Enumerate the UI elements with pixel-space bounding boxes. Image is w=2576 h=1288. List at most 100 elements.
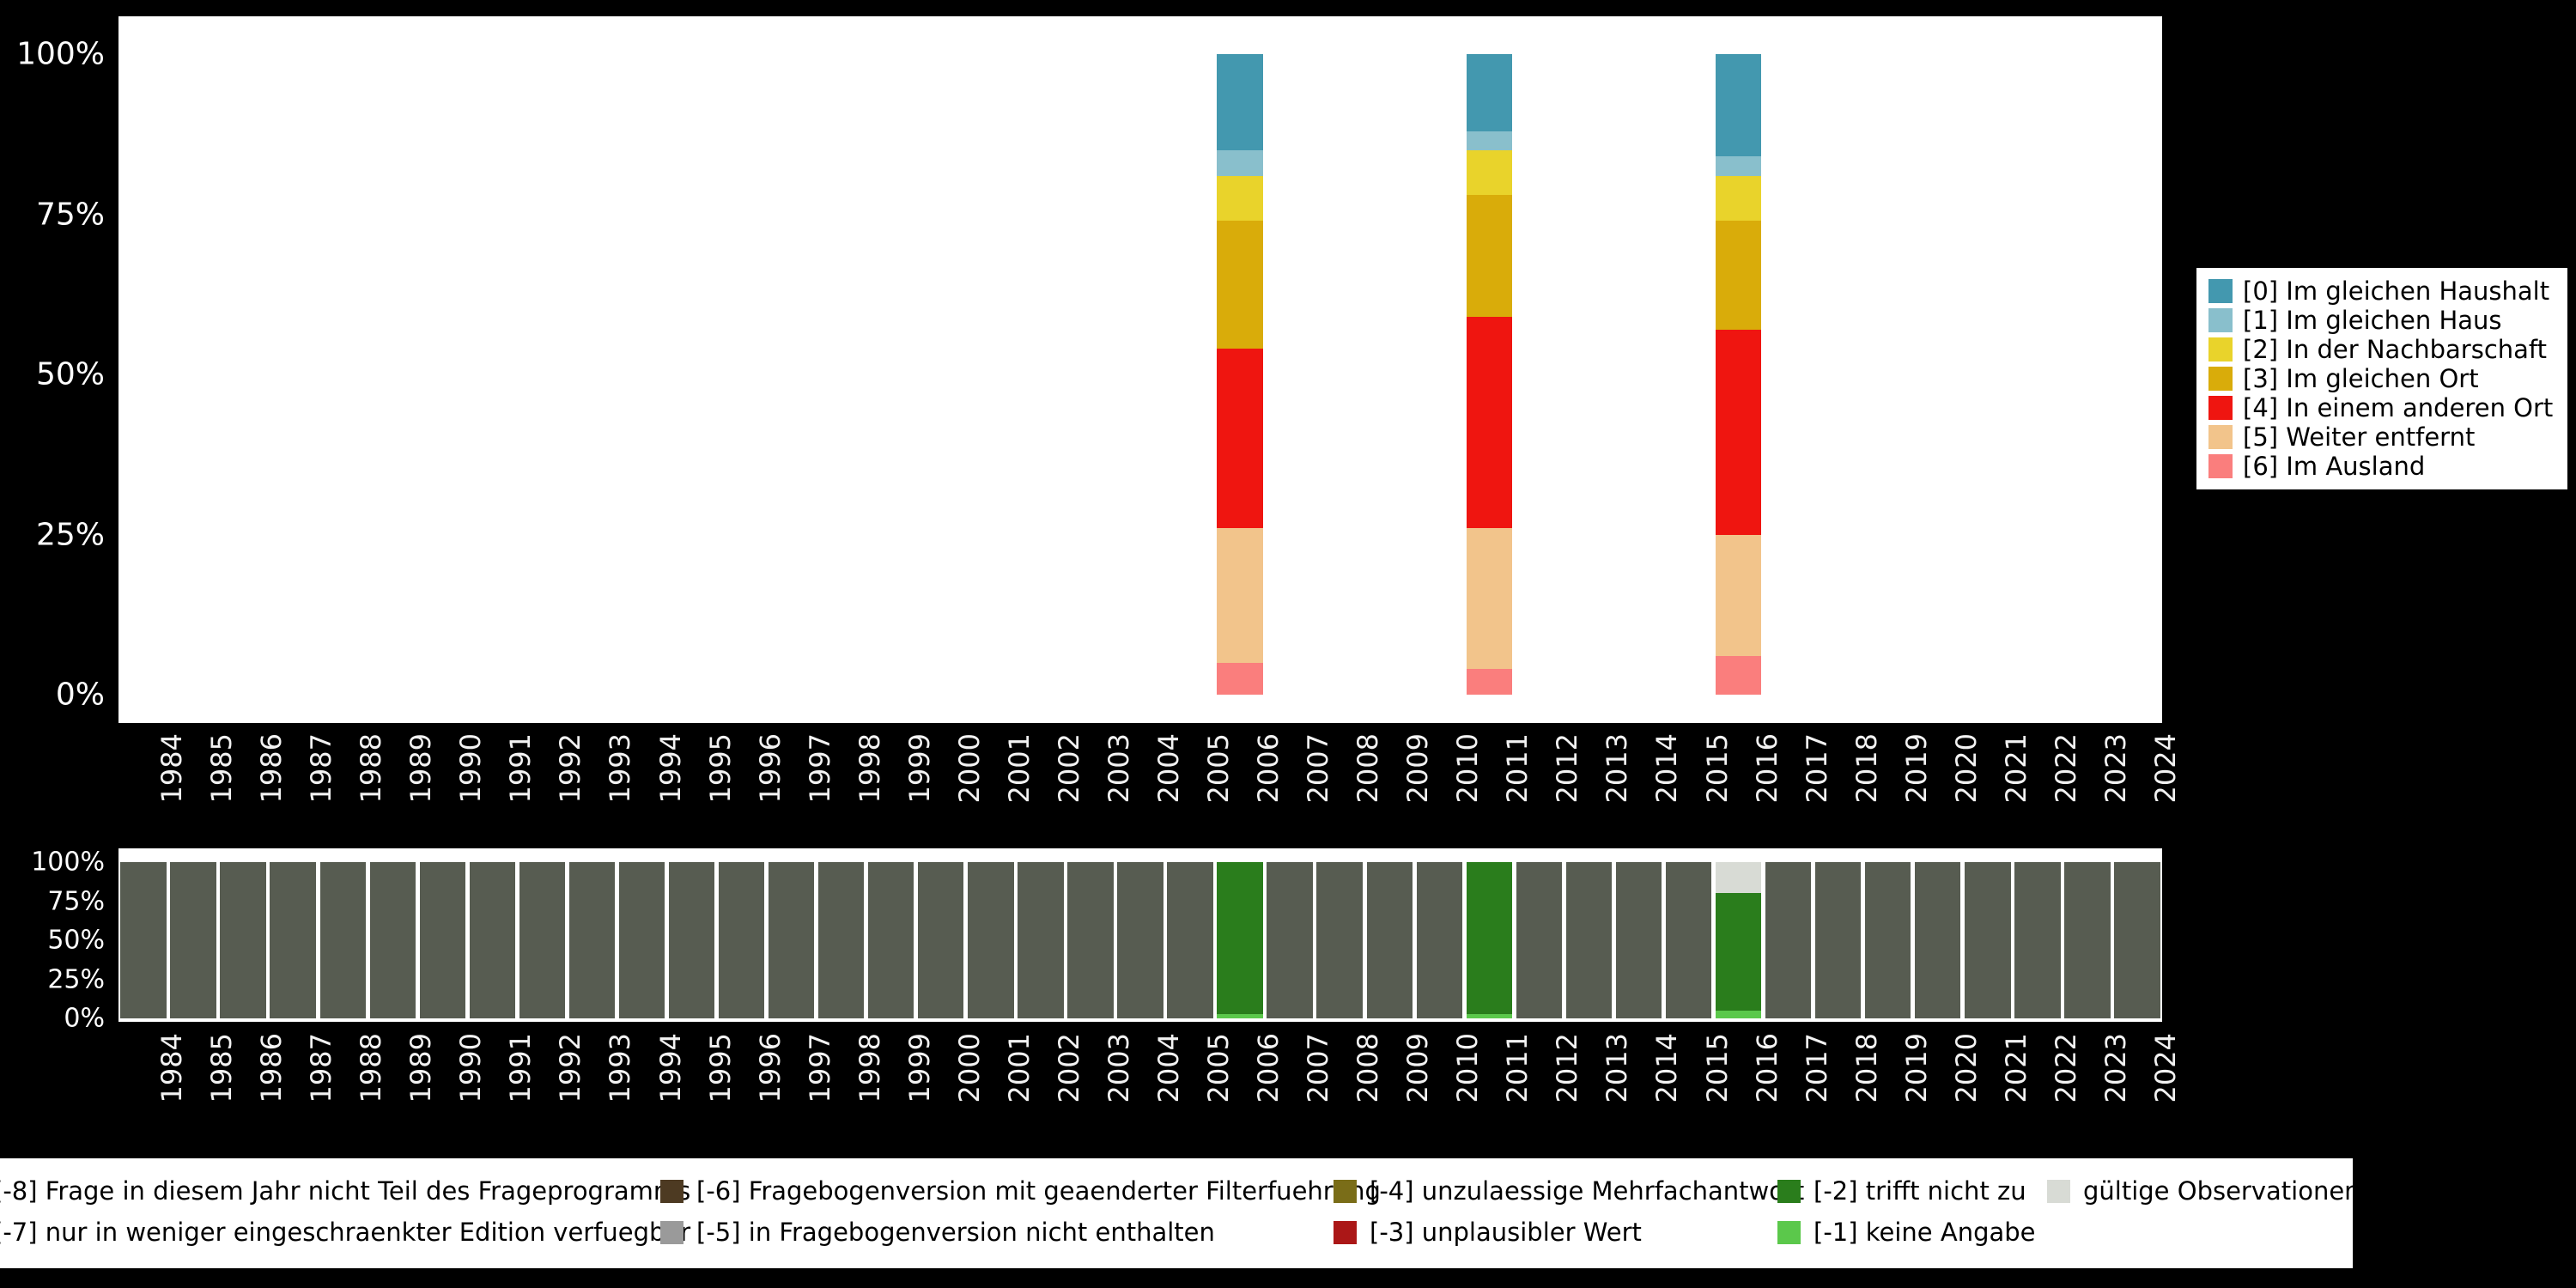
stacked-bar-2019 (1865, 848, 1911, 1022)
legend-swatch-icon (2208, 454, 2233, 478)
legend-label: [2] In der Nachbarschaft (2243, 335, 2548, 364)
legend-swatch-icon (1777, 1220, 1801, 1244)
x-axis-year-label: 1986 (255, 733, 289, 804)
x-axis-year-label: 2003 (1102, 733, 1135, 804)
bar-segment-4 (1466, 316, 1513, 529)
stacked-bar-1986 (220, 848, 266, 1022)
bar-segment--8 (1018, 862, 1064, 1018)
stacked-bar-2021 (1965, 848, 2011, 1022)
legend-label: gültige Observationen (2083, 1176, 2360, 1206)
distribution-chart-legend: [0] Im gleichen Haushalt [1] Im gleichen … (2196, 268, 2567, 489)
x-axis-year-label: 1991 (504, 733, 538, 804)
x-axis-year-label: 2008 (1352, 1033, 1385, 1103)
stacked-bar-2012 (1516, 848, 1563, 1022)
bar-segment--8 (319, 862, 366, 1018)
x-axis-year-label: 2020 (1949, 1033, 1983, 1103)
x-axis-year-label: 1998 (853, 1033, 886, 1103)
bar-segment--8 (220, 862, 266, 1018)
x-axis-year-label: 1995 (703, 1033, 737, 1103)
x-axis-year-label: 1986 (255, 1033, 289, 1103)
y-axis-tick-label: 0% (64, 1003, 105, 1034)
x-axis-year-label: 2024 (2148, 1033, 2182, 1103)
bar-segment--8 (1665, 862, 1712, 1018)
bar-segment--2 (1715, 893, 1762, 1011)
x-axis-year-label: 1987 (305, 733, 338, 804)
stacked-bar-1990 (419, 848, 465, 1022)
x-axis-year-label: 2013 (1601, 1033, 1634, 1103)
bar-segment-6 (1715, 656, 1762, 695)
x-axis-year-label: 2004 (1152, 733, 1185, 804)
x-axis-year-label: 2001 (1002, 1033, 1036, 1103)
legend-label: [-3] unplausibler Wert (1370, 1218, 1642, 1247)
stacked-bar-2022 (2014, 848, 2061, 1022)
legend-swatch-icon (2208, 367, 2233, 391)
x-axis-year-label: 1994 (653, 733, 687, 804)
legend-swatch-icon (1334, 1220, 1357, 1244)
x-axis-year-label: 2002 (1052, 1033, 1085, 1103)
bar-segment--8 (1516, 862, 1563, 1018)
x-axis-year-label: 2009 (1401, 1033, 1435, 1103)
bar-segment--8 (1965, 862, 2011, 1018)
bar-segment-3 (1217, 220, 1263, 349)
x-axis-year-label: 1991 (504, 1033, 538, 1103)
x-axis-year-label: 1996 (753, 733, 787, 804)
bar-segment--1 (1466, 1013, 1513, 1018)
legend-label: [-4] unzulaessige Mehrfachantwort (1370, 1176, 1805, 1206)
x-axis-year-label: 1994 (653, 1033, 687, 1103)
bar-segment-0 (1217, 54, 1263, 150)
bar-segment--8 (369, 862, 416, 1018)
legend-swatch-icon (1777, 1179, 1801, 1203)
x-axis-year-label: 1988 (355, 1033, 388, 1103)
y-axis-tick-label: 75% (47, 886, 105, 916)
bar-segment--2 (1466, 862, 1513, 1014)
x-axis-year-label: 2000 (952, 733, 986, 804)
stacked-bar-2015 (1665, 848, 1712, 1022)
stacked-bar-2017 (1765, 848, 1812, 1022)
x-axis-year-label: 2011 (1501, 1033, 1534, 1103)
bar-segment--8 (2014, 862, 2061, 1018)
legend-label: [-2] trifft nicht zu (1814, 1176, 2026, 1206)
legend-swatch-icon (2208, 308, 2233, 332)
bar-segment--8 (2064, 862, 2111, 1018)
x-axis-year-label: 1990 (454, 733, 488, 804)
x-axis-year-label: 1992 (554, 733, 587, 804)
x-axis-year-label: 2023 (2099, 1033, 2132, 1103)
bar-segment--8 (1366, 862, 1413, 1018)
bar-segment-5 (1217, 528, 1263, 663)
bar-segment--2 (1217, 862, 1263, 1014)
legend-label: [5] Weiter entfernt (2243, 422, 2476, 452)
x-axis-year-label: 2009 (1401, 733, 1435, 804)
y-axis-tick-label: 100% (16, 36, 105, 72)
stacked-bar-2008 (1316, 848, 1363, 1022)
legend-item: [-1] keine Angabe (1777, 1212, 2036, 1253)
bar-segment--8 (1117, 862, 1163, 1018)
x-axis-year-label: 2012 (1551, 733, 1584, 804)
legend-swatch-icon (660, 1179, 683, 1203)
missing-values-legend: [-8] Frage in diesem Jahr nicht Teil des… (0, 1158, 2360, 1268)
legend-item: [-2] trifft nicht zu (1777, 1170, 2036, 1212)
legend-swatch-icon (1334, 1179, 1357, 1203)
bar-segment-1 (1715, 156, 1762, 176)
x-axis-year-label: 1993 (604, 733, 637, 804)
stacked-bar-2024 (2114, 848, 2160, 1022)
bar-segment--8 (1565, 862, 1613, 1018)
bar-segment--8 (1067, 862, 1114, 1018)
legend-item: [-3] unplausibler Wert (1334, 1212, 1804, 1253)
stacked-bar-1998 (818, 848, 865, 1022)
x-axis-year-label: 1989 (404, 1033, 438, 1103)
bar-segment-5 (1715, 534, 1762, 657)
bar-segment-0 (1466, 54, 1513, 131)
bar-segment-4 (1217, 349, 1263, 529)
bar-segment--8 (1865, 862, 1911, 1018)
x-axis-year-label: 2005 (1202, 1033, 1236, 1103)
legend-item: [1] Im gleichen Haus (2208, 306, 2567, 335)
legend-swatch-icon (2208, 425, 2233, 449)
x-axis-year-label: 2021 (1999, 733, 2032, 804)
stacked-bar-2005 (1167, 848, 1213, 1022)
legend-label: [0] Im gleichen Haushalt (2243, 276, 2550, 306)
x-axis-year-label: 2014 (1650, 733, 1684, 804)
stacked-bar-1984 (120, 848, 167, 1022)
bar-segment--8 (968, 862, 1014, 1018)
legend-item: [5] Weiter entfernt (2208, 422, 2567, 452)
